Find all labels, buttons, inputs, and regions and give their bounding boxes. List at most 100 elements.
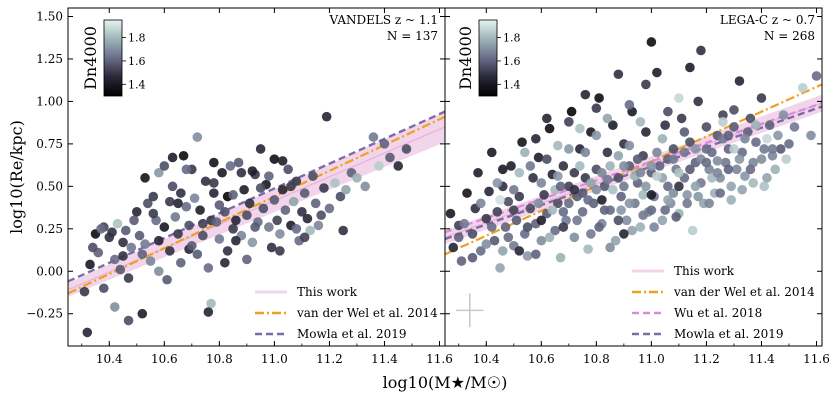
data-point-0-47 (203, 263, 214, 273)
data-point-1-198 (486, 222, 497, 232)
data-point-0-122 (173, 198, 183, 209)
data-point-0-100 (352, 173, 362, 183)
data-point-1-179 (613, 150, 624, 161)
data-point-0-37 (181, 201, 192, 212)
data-point-1-109 (756, 93, 767, 103)
data-point-1-128 (569, 167, 580, 178)
legend-label-0-1: van der Wel et al. 2014 (296, 306, 438, 320)
data-point-1-144 (674, 167, 684, 178)
data-point-0-79 (277, 184, 288, 195)
data-point-1-110 (759, 144, 770, 154)
data-point-1-199 (492, 178, 503, 188)
data-point-0-60 (231, 215, 241, 226)
data-point-0-132 (264, 171, 274, 181)
data-point-1-244 (508, 205, 519, 215)
data-point-1-115 (775, 144, 786, 154)
data-point-0-133 (299, 232, 310, 243)
data-point-1-224 (781, 154, 792, 164)
data-point-1-7 (473, 167, 483, 178)
data-point-1-10 (484, 186, 494, 197)
x-tick-label-1-4: 11.2 (693, 352, 720, 366)
data-point-1-207 (594, 222, 604, 232)
data-point-1-154 (729, 144, 739, 154)
data-point-1-226 (602, 113, 613, 124)
data-point-0-113 (255, 183, 266, 193)
data-point-0-18 (137, 308, 148, 319)
data-point-1-225 (635, 116, 646, 127)
data-point-1-177 (591, 130, 602, 141)
data-point-1-139 (646, 205, 657, 215)
data-point-1-222 (759, 181, 770, 192)
data-point-1-140 (652, 147, 662, 158)
data-point-0-54 (217, 167, 227, 178)
data-point-0-80 (280, 205, 291, 215)
data-point-0-105 (385, 152, 395, 163)
legend-label-1-0: This work (674, 264, 735, 278)
data-point-1-125 (542, 154, 552, 164)
data-point-0-109 (181, 164, 192, 175)
x-tick-label-1-1: 10.6 (528, 352, 555, 366)
data-point-0-117 (140, 239, 150, 249)
data-point-0-50 (209, 188, 219, 198)
data-point-1-230 (553, 140, 563, 151)
data-point-1-44 (577, 207, 588, 217)
data-point-0-6 (98, 283, 109, 294)
data-point-1-234 (685, 62, 695, 73)
data-point-1-60 (621, 215, 632, 226)
data-point-1-124 (531, 249, 541, 260)
typical-error-bar (456, 293, 484, 328)
data-point-0-52 (214, 200, 225, 210)
data-point-1-131 (591, 184, 602, 195)
data-point-1-169 (641, 181, 651, 192)
data-point-0-101 (360, 181, 370, 192)
data-point-1-239 (696, 45, 706, 56)
data-point-1-242 (663, 106, 673, 117)
data-point-1-247 (536, 215, 547, 226)
data-point-0-98 (341, 184, 351, 195)
x-tick-label-0-6: 11.6 (426, 352, 453, 366)
data-point-0-10 (112, 218, 123, 229)
data-point-0-137 (96, 224, 106, 234)
legend-right: This work van der Wel et al. 2014 Wu et al… (632, 264, 815, 341)
data-point-1-87 (693, 96, 703, 107)
data-point-0-90 (308, 171, 318, 181)
data-point-1-185 (679, 127, 690, 137)
data-point-1-90 (701, 122, 712, 132)
data-point-1-14 (495, 263, 505, 273)
data-point-0-89 (305, 225, 315, 236)
data-point-0-16 (131, 207, 142, 217)
data-point-1-132 (599, 205, 610, 215)
data-point-0-67 (247, 237, 258, 248)
data-point-1-84 (685, 137, 695, 147)
data-point-0-28 (162, 274, 172, 285)
data-point-1-213 (660, 205, 670, 215)
data-point-1-193 (481, 239, 492, 249)
data-point-1-197 (475, 198, 486, 209)
colorbar-gradient-left (103, 19, 123, 97)
data-point-1-11 (486, 147, 497, 158)
data-point-0-31 (167, 152, 178, 163)
data-point-0-36 (178, 150, 189, 161)
data-point-0-78 (275, 229, 285, 239)
data-point-0-103 (374, 161, 384, 171)
data-point-1-1 (448, 242, 459, 253)
data-point-0-33 (173, 229, 183, 239)
data-point-1-29 (536, 235, 547, 246)
legend-left: This work van der Wel et al. 2014 Mowla et… (255, 285, 438, 341)
data-point-0-121 (154, 266, 164, 277)
data-point-1-67 (641, 127, 651, 137)
data-point-0-104 (379, 139, 390, 149)
data-point-0-46 (200, 176, 211, 187)
data-point-0-73 (264, 222, 274, 232)
x-tick-label-0-0: 10.4 (96, 352, 123, 366)
data-point-1-227 (575, 123, 585, 134)
data-point-1-112 (764, 120, 775, 130)
data-point-1-134 (613, 215, 624, 226)
data-point-1-196 (453, 232, 464, 243)
data-point-1-162 (564, 144, 574, 154)
data-point-1-173 (547, 205, 558, 215)
data-point-1-233 (613, 69, 624, 80)
data-point-0-70 (255, 144, 266, 154)
data-point-0-131 (220, 257, 230, 268)
